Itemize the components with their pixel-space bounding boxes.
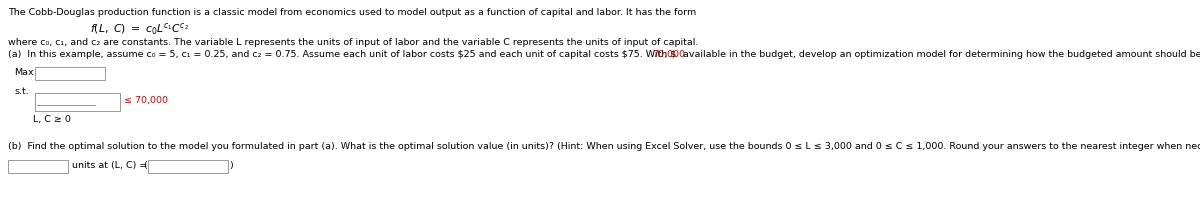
Text: L, C ≥ 0: L, C ≥ 0	[34, 115, 71, 124]
Text: available in the budget, develop an optimization model for determining how the b: available in the budget, develop an opti…	[680, 50, 1200, 59]
Text: units at (L, C) =: units at (L, C) =	[72, 161, 148, 170]
Bar	[8, 160, 68, 173]
Text: The Cobb-Douglas production function is a classic model from economics used to m: The Cobb-Douglas production function is …	[8, 8, 696, 17]
Text: (a)  In this example, assume c₀ = 5, c₁ = 0.25, and c₂ = 0.75. Assume each unit : (a) In this example, assume c₀ = 5, c₁ =…	[8, 50, 677, 59]
Text: ≤ 70,000: ≤ 70,000	[124, 96, 168, 105]
Text: ): )	[229, 161, 233, 170]
Text: (: (	[143, 161, 146, 170]
Text: $f(L,\ C)\ =\ c_0 L^{c_1}C^{c_2}$: $f(L,\ C)\ =\ c_0 L^{c_1}C^{c_2}$	[90, 21, 188, 37]
Text: 70,000: 70,000	[653, 50, 685, 59]
Bar	[148, 160, 228, 173]
Text: where c₀, c₁, and c₂ are constants. The variable L represents the units of input: where c₀, c₁, and c₂ are constants. The …	[8, 38, 698, 47]
Bar	[35, 93, 120, 111]
Bar	[35, 67, 106, 80]
Text: (b)  Find the optimal solution to the model you formulated in part (a). What is : (b) Find the optimal solution to the mod…	[8, 142, 1200, 151]
Text: Max: Max	[14, 68, 34, 77]
Text: s.t.: s.t.	[14, 87, 29, 96]
